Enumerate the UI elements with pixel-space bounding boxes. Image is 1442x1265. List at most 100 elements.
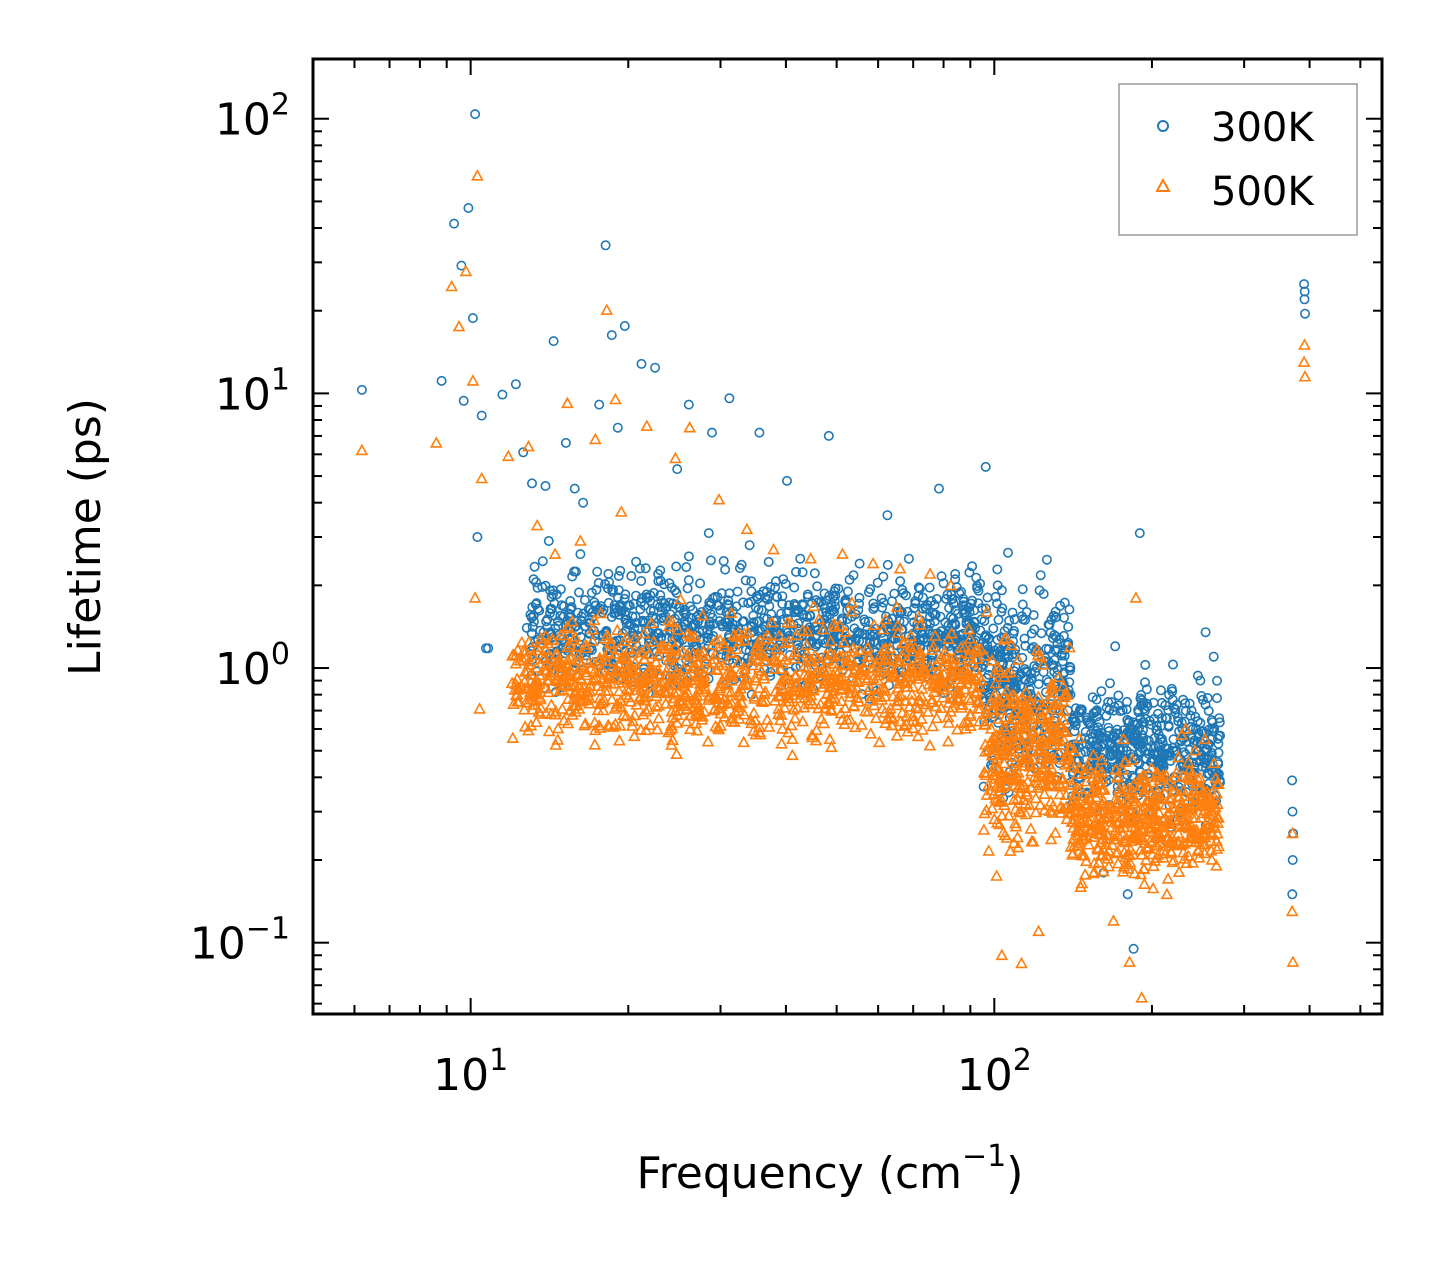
point-500k bbox=[1129, 591, 1143, 603]
point-300k bbox=[980, 603, 991, 614]
point-300k bbox=[827, 604, 838, 615]
point-500k bbox=[755, 664, 768, 676]
point-500k bbox=[1181, 802, 1195, 814]
point-300k bbox=[691, 594, 702, 605]
point-500k bbox=[899, 670, 913, 683]
point-500k bbox=[1206, 828, 1219, 840]
point-300k bbox=[697, 617, 708, 628]
point-500k bbox=[1187, 798, 1201, 810]
point-300k bbox=[848, 570, 859, 581]
point-500k bbox=[804, 670, 817, 683]
point-300k bbox=[1050, 606, 1061, 617]
point-500k bbox=[659, 697, 673, 709]
point-300k bbox=[790, 566, 801, 577]
point-500k bbox=[876, 661, 890, 673]
point-300k bbox=[922, 637, 933, 648]
point-300k bbox=[872, 577, 883, 588]
point-300k bbox=[1110, 641, 1121, 652]
point-500k bbox=[866, 556, 880, 569]
point-300k bbox=[540, 480, 551, 491]
point-500k bbox=[916, 723, 929, 735]
point-300k bbox=[1212, 675, 1223, 686]
point-300k bbox=[946, 589, 957, 600]
point-500k bbox=[990, 779, 1004, 792]
point-500k bbox=[767, 542, 780, 555]
point-500k bbox=[521, 664, 534, 676]
point-300k bbox=[1156, 733, 1167, 744]
point-500k bbox=[610, 697, 624, 709]
point-500k bbox=[903, 700, 916, 712]
point-500k bbox=[1020, 788, 1034, 800]
point-500k bbox=[1147, 859, 1160, 872]
point-500k bbox=[1212, 811, 1225, 823]
point-300k bbox=[1200, 758, 1211, 769]
point-500k bbox=[820, 673, 834, 686]
point-500k bbox=[909, 715, 923, 727]
point-300k bbox=[746, 621, 757, 632]
point-500k bbox=[1045, 692, 1058, 704]
point-300k bbox=[526, 628, 537, 639]
point-500k bbox=[562, 659, 575, 671]
point-300k bbox=[683, 551, 694, 562]
point-500k bbox=[1053, 787, 1067, 800]
point-500k bbox=[528, 675, 542, 688]
point-500k bbox=[473, 702, 486, 714]
point-300k bbox=[754, 427, 765, 438]
point-300k bbox=[679, 619, 690, 630]
point-300k bbox=[1104, 740, 1115, 751]
point-500k bbox=[1005, 712, 1019, 725]
point-500k bbox=[561, 716, 575, 729]
point-300k bbox=[860, 616, 871, 627]
point-500k bbox=[579, 668, 593, 681]
point-300k bbox=[1207, 717, 1218, 728]
point-500k bbox=[923, 567, 937, 579]
point-500k bbox=[974, 673, 988, 686]
point-300k bbox=[1212, 693, 1223, 704]
point-500k bbox=[867, 618, 881, 631]
point-500k bbox=[652, 711, 666, 724]
point-500k bbox=[824, 634, 837, 647]
point-500k bbox=[1015, 781, 1029, 794]
point-300k bbox=[626, 570, 637, 581]
point-500k bbox=[1038, 787, 1051, 800]
point-500k bbox=[677, 662, 690, 674]
point-300k bbox=[1132, 718, 1143, 729]
point-500k bbox=[878, 684, 891, 696]
point-500k bbox=[530, 518, 544, 531]
point-500k bbox=[1019, 807, 1033, 820]
point-300k bbox=[540, 580, 551, 591]
point-500k bbox=[671, 685, 685, 697]
point-300k bbox=[1201, 753, 1212, 764]
point-500k bbox=[1023, 694, 1037, 706]
point-500k bbox=[897, 636, 911, 649]
point-300k bbox=[1287, 775, 1298, 786]
point-300k bbox=[634, 563, 645, 574]
point-500k bbox=[545, 669, 558, 681]
point-300k bbox=[868, 636, 879, 647]
point-500k bbox=[1136, 772, 1149, 784]
point-500k bbox=[1116, 763, 1130, 775]
point-300k bbox=[702, 625, 713, 636]
point-300k bbox=[1038, 667, 1049, 678]
point-500k bbox=[890, 729, 904, 741]
point-300k bbox=[716, 588, 727, 599]
point-500k bbox=[997, 825, 1010, 838]
point-300k bbox=[1135, 737, 1146, 748]
point-500k bbox=[692, 708, 706, 720]
point-500k bbox=[1138, 783, 1151, 795]
point-300k bbox=[1017, 599, 1028, 610]
point-500k bbox=[690, 693, 703, 705]
point-300k bbox=[980, 461, 991, 472]
point-300k bbox=[854, 558, 865, 569]
legend-500k-marker bbox=[1155, 177, 1171, 192]
point-300k bbox=[948, 598, 959, 609]
point-300k bbox=[958, 600, 969, 611]
point-500k bbox=[639, 641, 653, 654]
point-300k bbox=[650, 362, 661, 373]
point-500k bbox=[753, 681, 766, 694]
point-500k bbox=[685, 630, 699, 642]
point-300k bbox=[613, 570, 624, 581]
point-500k bbox=[818, 701, 832, 714]
point-500k bbox=[560, 640, 574, 653]
point-500k bbox=[668, 686, 681, 698]
